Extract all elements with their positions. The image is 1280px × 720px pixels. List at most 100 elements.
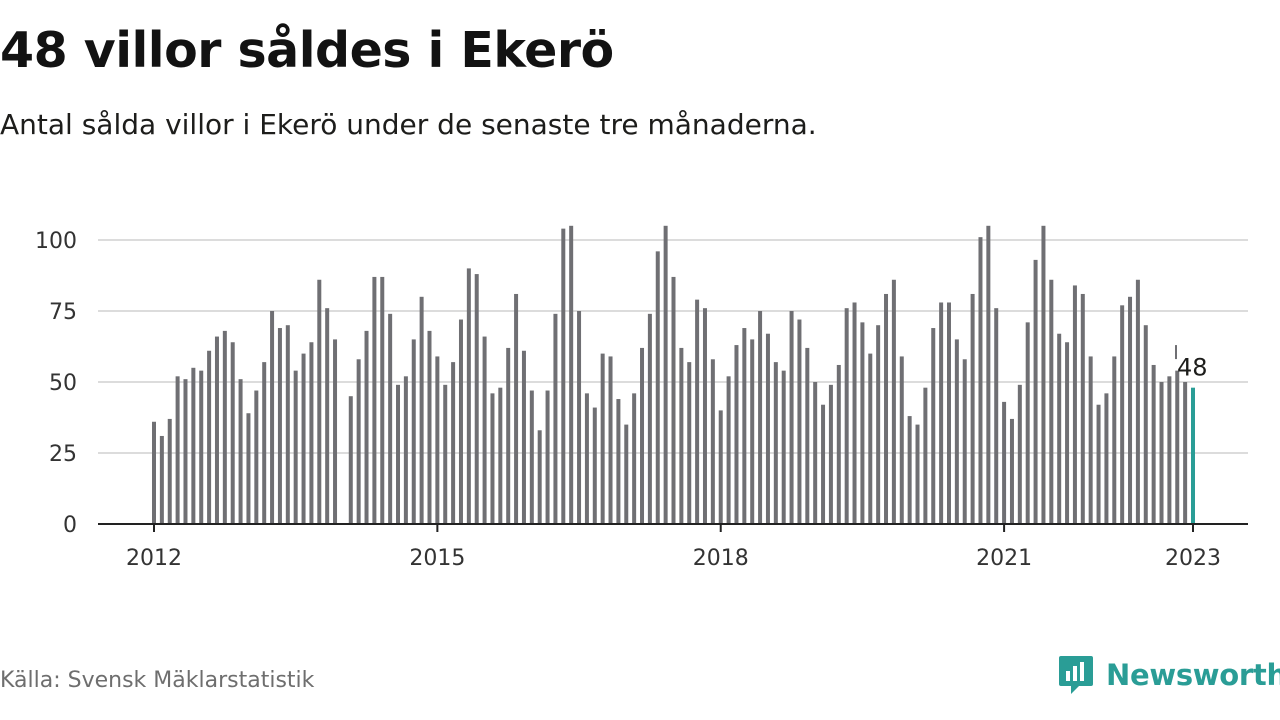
bar	[1096, 404, 1101, 524]
bar	[813, 382, 818, 524]
bar	[671, 276, 676, 524]
bar	[1017, 384, 1022, 524]
bar	[986, 225, 991, 525]
bar	[175, 376, 180, 524]
bar	[333, 339, 338, 524]
bar	[1175, 370, 1180, 524]
bar-highlight	[1191, 387, 1195, 524]
bar-chart: 0 25 50 75 100 2012 2015 2018 2021 2023 48	[35, 225, 1248, 571]
bar	[891, 279, 896, 524]
bar	[702, 308, 707, 524]
bar	[1080, 293, 1085, 524]
bar	[1057, 333, 1062, 524]
bar	[1143, 325, 1148, 524]
bar	[789, 311, 794, 524]
newsworthy-logo[interactable]: Newsworthy	[1058, 654, 1280, 696]
x-tick-label: 2021	[976, 546, 1032, 571]
bar	[191, 367, 196, 524]
bar	[435, 356, 440, 524]
bar	[608, 356, 613, 524]
bar	[821, 404, 826, 524]
bar	[207, 350, 212, 524]
bar	[569, 225, 574, 525]
bar	[584, 393, 589, 524]
bar	[860, 322, 865, 524]
bar	[758, 311, 763, 524]
bar	[277, 328, 282, 524]
bar	[427, 330, 432, 524]
bar	[616, 399, 621, 524]
bar	[514, 293, 519, 524]
bar	[773, 362, 778, 524]
bar	[632, 393, 637, 524]
bar	[923, 387, 928, 524]
bar	[907, 416, 912, 524]
bar	[325, 308, 330, 524]
bar	[545, 390, 550, 524]
bar	[647, 313, 652, 524]
bar	[270, 311, 275, 524]
bar	[293, 370, 298, 524]
bar	[490, 393, 495, 524]
bar	[553, 313, 558, 524]
bar	[1072, 285, 1077, 524]
bar	[1167, 376, 1172, 524]
bar	[159, 435, 164, 524]
bar	[962, 359, 967, 524]
bar	[199, 370, 204, 524]
bar	[451, 362, 456, 524]
bar	[868, 353, 873, 524]
bar	[364, 330, 369, 524]
highlight-value-label: 48	[1177, 354, 1208, 382]
bar	[348, 396, 353, 524]
bar	[931, 328, 936, 524]
bar	[978, 237, 983, 524]
bar	[183, 379, 188, 524]
bar	[1135, 279, 1140, 524]
bar	[403, 376, 408, 524]
bar	[309, 342, 314, 524]
bar	[443, 384, 448, 524]
bar	[687, 362, 692, 524]
bar	[474, 274, 479, 524]
brand-name: Newsworthy	[1106, 658, 1280, 692]
bar	[939, 302, 944, 524]
bar	[561, 228, 566, 524]
bar	[852, 302, 857, 524]
chart-subtitle: Antal sålda villor i Ekerö under de sena…	[0, 108, 817, 141]
bar	[1049, 279, 1054, 524]
bar	[1025, 322, 1030, 524]
bar	[577, 311, 582, 524]
bar	[915, 424, 920, 524]
bar	[301, 353, 306, 524]
bar	[380, 276, 385, 524]
bar	[592, 407, 597, 524]
bar	[1151, 364, 1156, 524]
y-tick-label: 75	[49, 300, 77, 325]
bars	[152, 225, 1195, 525]
bar	[372, 276, 377, 524]
bar	[1033, 259, 1038, 524]
x-tick-label: 2023	[1165, 546, 1221, 571]
x-tick-label: 2018	[693, 546, 749, 571]
bar	[238, 379, 243, 524]
bar	[765, 333, 770, 524]
bar	[1009, 418, 1014, 524]
bar	[411, 339, 416, 524]
bar	[529, 390, 534, 524]
bar	[1128, 296, 1133, 524]
bar	[214, 336, 219, 524]
bar	[797, 319, 802, 524]
bar	[994, 308, 999, 524]
bar	[396, 384, 401, 524]
x-tick-label: 2015	[409, 546, 465, 571]
bar	[537, 430, 542, 524]
bar	[844, 308, 849, 524]
bar	[466, 268, 471, 524]
bar	[222, 330, 227, 524]
bar	[1002, 401, 1007, 524]
bar	[946, 302, 951, 524]
bar	[1041, 225, 1046, 525]
bar	[884, 293, 889, 524]
bar	[388, 313, 393, 524]
